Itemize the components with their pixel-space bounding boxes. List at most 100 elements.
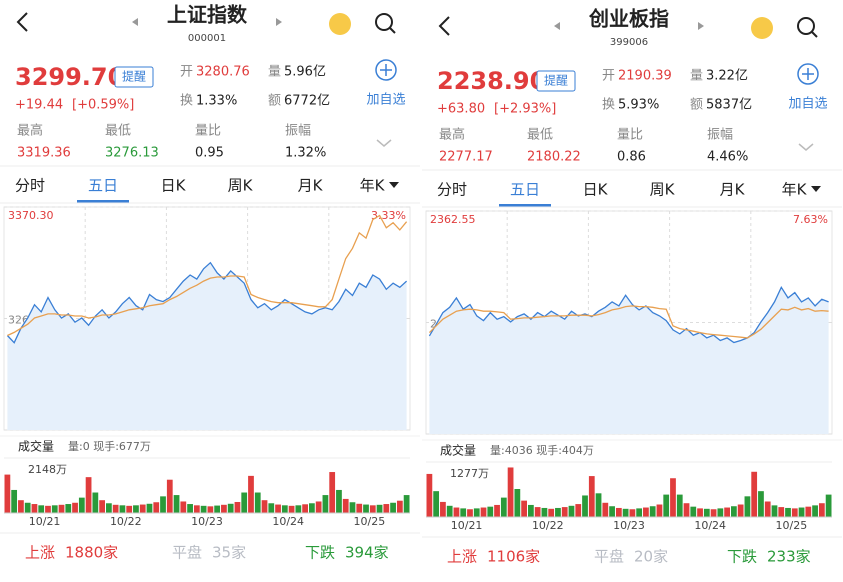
search-icon[interactable] — [797, 17, 815, 35]
price-line — [6, 261, 408, 344]
volume-bar — [643, 507, 649, 517]
volume-bar — [45, 505, 51, 513]
prev-arrow[interactable] — [132, 18, 138, 26]
volume-bar — [561, 507, 568, 517]
volume-bar — [166, 479, 173, 513]
stat-label: 换 — [180, 94, 193, 109]
x-tick-label: 10/24 — [272, 515, 304, 528]
volume-bar — [670, 478, 676, 517]
alert-box[interactable] — [114, 66, 154, 88]
volume-bar — [268, 503, 275, 513]
add-icon[interactable] — [375, 59, 397, 81]
tab[interactable]: 日K — [161, 177, 187, 195]
volume-bar — [119, 505, 126, 513]
stat-label: 量 — [690, 69, 703, 84]
volume-bar — [636, 508, 643, 517]
alert-box[interactable] — [536, 70, 576, 92]
volume-bar — [322, 495, 329, 513]
volume-bar — [85, 477, 92, 513]
volume-bar — [254, 492, 261, 513]
mascot-icon[interactable] — [329, 13, 351, 35]
change-pct: [+0.59%] — [72, 98, 134, 113]
stat-label: 额 — [690, 98, 703, 113]
volume-bar — [261, 500, 268, 513]
volume-bar — [825, 494, 832, 517]
footer-value: 233家 — [767, 548, 811, 566]
x-tick-label: 10/24 — [694, 519, 726, 532]
next-arrow[interactable] — [698, 22, 704, 30]
detail-label: 振幅 — [707, 128, 733, 143]
panel-bg — [422, 0, 842, 582]
x-tick-label: 10/22 — [532, 519, 564, 532]
volume-bar — [541, 507, 548, 517]
volume-bar — [207, 506, 214, 513]
detail-label: 最高 — [439, 127, 465, 143]
volume-bar — [193, 505, 200, 513]
volume-bar — [78, 497, 85, 513]
tab[interactable]: 月K — [298, 177, 324, 195]
volume-bar — [396, 500, 403, 513]
volume-bar — [494, 504, 500, 517]
volume-bar — [24, 502, 31, 513]
back-button[interactable] — [16, 12, 28, 32]
volume-bar — [798, 507, 805, 517]
volume-bar — [275, 504, 281, 513]
volume-bar — [72, 502, 78, 513]
tab[interactable]: 分时 — [437, 181, 467, 199]
expand-chevron[interactable] — [798, 143, 814, 151]
detail-label: 最低 — [527, 128, 553, 143]
detail-label: 最高 — [17, 123, 43, 139]
back-button[interactable] — [438, 16, 450, 36]
tab[interactable]: 日K — [583, 181, 609, 199]
tab[interactable]: 五日 — [88, 177, 118, 195]
volume-bar — [446, 505, 453, 517]
volume-bar — [153, 502, 160, 513]
stock-code: 399006 — [610, 37, 648, 48]
prev-arrow[interactable] — [554, 22, 560, 30]
footer-label: 上涨 — [25, 544, 55, 562]
alert-button: 提醒 — [122, 69, 146, 84]
tab[interactable]: 五日 — [510, 181, 540, 199]
volume-bar — [51, 505, 58, 513]
y-tick-label: 3370.30 — [8, 209, 54, 222]
stat-label: 开 — [602, 69, 615, 84]
price-line — [428, 285, 829, 344]
volume-max-label: 2148万 — [28, 463, 67, 476]
detail-value: 2180.22 — [527, 150, 581, 165]
detail-value: 1.32% — [285, 146, 326, 161]
detail-value: 3319.36 — [17, 146, 71, 161]
search-icon[interactable] — [375, 13, 393, 31]
tab[interactable]: 年K — [360, 177, 386, 195]
x-tick-label: 10/23 — [613, 519, 645, 532]
volume-bar — [460, 508, 467, 517]
volume-bar — [18, 500, 24, 513]
volume-bar — [575, 504, 582, 517]
tab[interactable]: 周K — [228, 177, 254, 195]
volume-bar — [342, 498, 349, 513]
volume-bar — [467, 509, 473, 517]
volume-bar — [487, 506, 494, 517]
dropdown-arrow — [389, 182, 399, 188]
volume-bar — [534, 507, 541, 517]
next-arrow[interactable] — [276, 18, 282, 26]
add-icon[interactable] — [797, 63, 819, 85]
add-watchlist: 加自选 — [366, 93, 405, 108]
volume-bar — [555, 507, 561, 517]
volume-bar — [38, 505, 45, 513]
tab[interactable]: 分时 — [15, 177, 45, 195]
volume-bar — [622, 508, 629, 517]
tab[interactable]: 月K — [720, 181, 746, 199]
volume-bar — [336, 489, 342, 513]
add-plus — [380, 64, 392, 76]
tab[interactable]: 年K — [782, 181, 808, 199]
volume-bar — [582, 495, 588, 517]
volume-title: 成交量 — [18, 439, 54, 454]
tab[interactable]: 周K — [650, 181, 676, 199]
volume-bar — [805, 506, 812, 517]
volume-bar — [133, 505, 139, 513]
stat-value: 1.33% — [196, 94, 237, 109]
expand-chevron[interactable] — [376, 139, 392, 147]
mascot-icon[interactable] — [751, 17, 773, 39]
footer-value: 1880家 — [65, 544, 118, 562]
